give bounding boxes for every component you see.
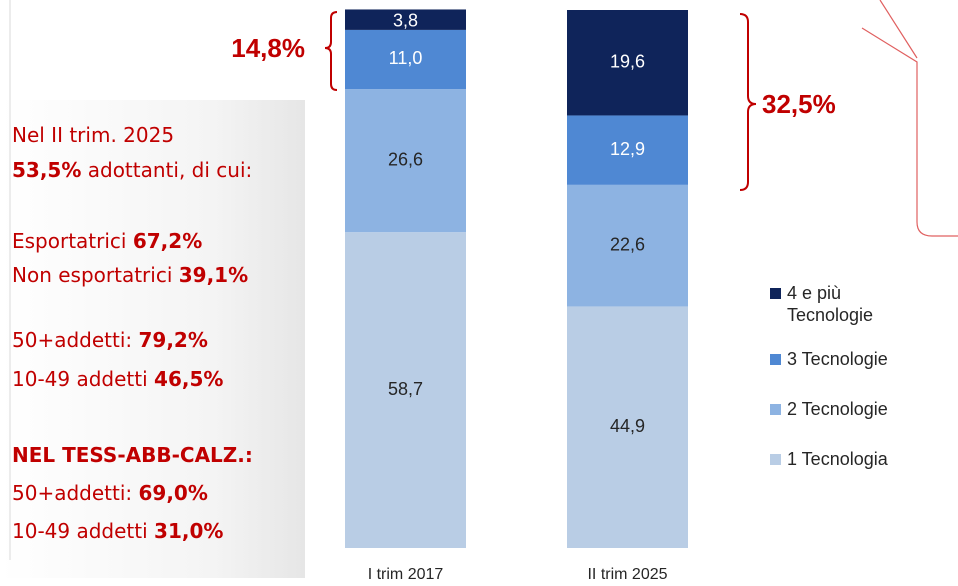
callout — [861, 0, 958, 237]
note-text: Nel II trim. 2025 — [12, 123, 174, 147]
note-line: NEL TESS-ABB-CALZ.: — [12, 443, 253, 467]
legend-swatch — [770, 454, 781, 465]
bar-segment — [345, 9, 466, 30]
legend-swatch — [770, 354, 781, 365]
note-text: 53,5% — [12, 158, 81, 182]
note-text: 46,5% — [154, 367, 223, 391]
notes-panel — [0, 100, 305, 578]
bar-segment — [567, 306, 688, 548]
annotation: 32,5% — [762, 89, 836, 119]
bar-segment — [567, 115, 688, 185]
note-line: Nel II trim. 2025 — [12, 123, 174, 147]
note-text: 10-49 addetti — [12, 367, 154, 391]
legend-item: 3 Tecnologie — [770, 348, 910, 370]
legend-item: 4 e più Tecnologie — [770, 282, 910, 326]
note-text: 50+addetti: — [12, 328, 139, 352]
value-label: 12,9 — [610, 139, 645, 159]
bar-segment — [345, 29, 466, 90]
value-label: 26,6 — [388, 149, 423, 169]
bar-segment — [567, 10, 688, 116]
note-text: 69,0% — [139, 481, 208, 505]
legend-item: 1 Tecnologia — [770, 448, 910, 470]
bar-segment — [345, 89, 466, 233]
legend-label: 3 Tecnologie — [787, 349, 888, 369]
note-line: Esportatrici 67,2% — [12, 229, 202, 253]
legend-label: 1 Tecnologia — [787, 449, 888, 469]
note-text: 10-49 addetti — [12, 519, 154, 543]
note-line: 10-49 addetti 46,5% — [12, 367, 223, 391]
legend-label: 4 e più Tecnologie — [787, 283, 874, 325]
note-line: 50+addetti: 69,0% — [12, 481, 208, 505]
note-text: Esportatrici — [12, 229, 133, 253]
note-text: 50+addetti: — [12, 481, 139, 505]
value-label: 58,7 — [388, 379, 423, 399]
value-label: 22,6 — [610, 234, 645, 254]
bar-segment — [345, 232, 466, 548]
legend: 4 e più Tecnologie 3 Tecnologie 2 Tecnolog… — [770, 282, 910, 470]
note-text: 67,2% — [133, 229, 202, 253]
bracket — [739, 13, 757, 191]
annotation: 14,8% — [231, 33, 305, 63]
value-label: 3,8 — [393, 10, 418, 30]
note-text: 79,2% — [139, 328, 208, 352]
value-label: 44,9 — [610, 416, 645, 436]
bar-segment — [567, 184, 688, 307]
legend-swatch — [770, 288, 781, 299]
note-line: 50+addetti: 79,2% — [12, 328, 208, 352]
note-text: 39,1% — [179, 263, 248, 287]
note-text: 31,0% — [154, 519, 223, 543]
legend-item: 2 Tecnologie — [770, 398, 910, 420]
value-label: 11,0 — [389, 48, 423, 68]
note-text: Non esportatrici — [12, 263, 179, 287]
bracket — [324, 11, 338, 91]
note-text: NEL TESS-ABB-CALZ.: — [12, 443, 253, 467]
x-tick-label: II trim 2025 — [587, 566, 667, 583]
note-text: adottanti, di cui: — [81, 158, 252, 182]
note-line: 10-49 addetti 31,0% — [12, 519, 223, 543]
note-line: Non esportatrici 39,1% — [12, 263, 248, 287]
value-label: 19,6 — [610, 51, 645, 71]
x-tick-label: I trim 2017 — [368, 566, 444, 583]
legend-label: 2 Tecnologie — [787, 399, 888, 419]
legend-swatch — [770, 404, 781, 415]
note-line: 53,5% adottanti, di cui: — [12, 158, 252, 182]
